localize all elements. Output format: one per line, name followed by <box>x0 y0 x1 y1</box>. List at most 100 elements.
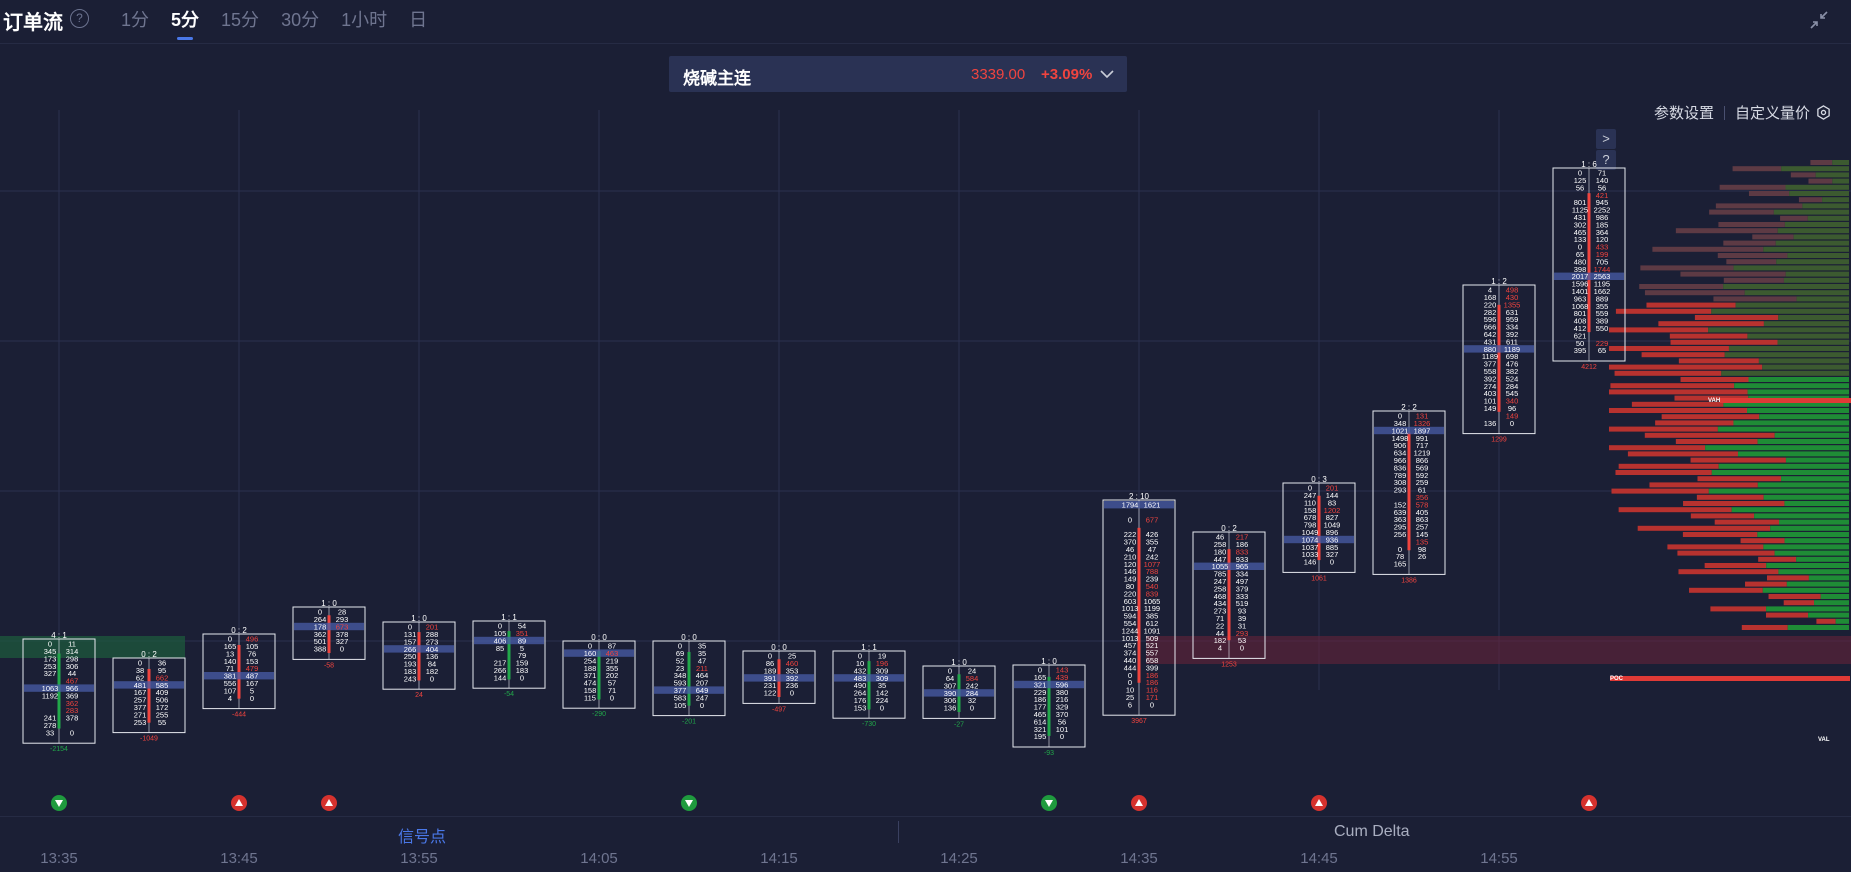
bid-volume: 217 <box>494 659 507 668</box>
tab-30min[interactable]: 30分 <box>281 10 320 30</box>
candle-delta: 24 <box>415 692 423 699</box>
profile-bar-sell <box>1741 625 1788 630</box>
ask-volume: 167 <box>246 679 259 688</box>
bid-volume: 0 <box>1578 169 1582 178</box>
candle-delta: -290 <box>592 711 606 718</box>
arrow-up-icon <box>1315 799 1323 806</box>
profile-bar-sell <box>1704 563 1767 568</box>
bid-volume: 157 <box>404 637 417 646</box>
bid-volume: 963 <box>1574 294 1587 303</box>
ask-volume: 839 <box>1146 589 1159 598</box>
tab-1hour[interactable]: 1小时 <box>341 10 388 30</box>
tab-day[interactable]: 日 <box>409 10 428 30</box>
tab-5min[interactable]: 5分 <box>171 6 199 40</box>
bid-volume: 0 <box>1308 484 1312 493</box>
next-button[interactable]: > <box>1596 129 1616 149</box>
profile-bar-sell <box>1667 544 1764 550</box>
ask-volume: 355 <box>1596 302 1609 311</box>
profile-bar-sell <box>1646 302 1736 308</box>
ask-volume: 364 <box>1596 228 1609 237</box>
bid-volume: 167 <box>134 688 147 697</box>
bid-volume: 0 <box>858 652 862 661</box>
poc-row <box>204 672 274 680</box>
bid-volume: 880 <box>1484 345 1497 354</box>
profile-bar-buy <box>1832 178 1849 184</box>
bid-volume: 258 <box>1214 540 1227 549</box>
ask-volume: 866 <box>1416 456 1429 465</box>
poc-row <box>654 686 724 694</box>
profile-bar-buy <box>1723 284 1849 289</box>
cum-delta-label[interactable]: Cum Delta <box>1334 823 1410 840</box>
ask-volume: 0 <box>1150 700 1154 709</box>
instrument-selector[interactable]: 烧碱主连 3339.00 +3.09% <box>669 56 1127 92</box>
bid-volume: 614 <box>1034 717 1047 726</box>
profile-bar-sell <box>1655 420 1734 426</box>
bid-volume: 398 <box>1574 265 1587 274</box>
bid-volume: 0 <box>1398 412 1402 421</box>
bid-volume: 176 <box>854 696 867 705</box>
ask-volume: 36 <box>158 659 166 668</box>
custom-volume-price-link[interactable]: 自定义量价 <box>1734 105 1810 122</box>
bid-volume: 264 <box>854 689 867 698</box>
ask-volume: 433 <box>1596 243 1609 252</box>
footprint-candle: 0 : 20 36 38 95 62 662 481 585 167 409 257 506 377 17… <box>112 650 186 743</box>
bid-volume: 188 <box>584 664 597 673</box>
ask-volume: 0 <box>1240 644 1244 653</box>
candle-body <box>1587 193 1591 333</box>
profile-bar-buy <box>1777 228 1849 234</box>
profile-bar-buy <box>1711 308 1849 314</box>
tab-1min[interactable]: 1分 <box>121 10 150 30</box>
help-button[interactable]: ? <box>1596 150 1616 170</box>
question-circle-icon[interactable]: ? <box>70 9 89 28</box>
profile-bar-sell <box>1614 370 1722 376</box>
signal-points-label[interactable]: 信号点 <box>398 829 447 846</box>
ask-volume: 497 <box>1236 577 1249 586</box>
ask-volume: 506 <box>156 696 169 705</box>
profile-bar-sell <box>1609 327 1709 333</box>
profile-bar-buy <box>1766 606 1849 612</box>
bid-volume: 186 <box>1034 695 1047 704</box>
ask-volume: 283 <box>66 706 79 715</box>
profile-bar-buy <box>1785 184 1849 190</box>
x-tick-label: 13:55 <box>400 850 438 867</box>
ask-volume: 216 <box>1056 695 1069 704</box>
profile-bar-buy <box>1778 569 1849 575</box>
arrow-down-icon <box>1045 800 1053 807</box>
ask-volume: 382 <box>1506 367 1519 376</box>
profile-bar-sell <box>1697 476 1782 482</box>
ask-volume: 87 <box>608 642 616 651</box>
bid-volume: 836 <box>1394 463 1407 472</box>
profile-bar-sell <box>1808 178 1833 184</box>
ask-volume: 202 <box>606 671 619 680</box>
profile-bar-sell <box>1609 408 1748 413</box>
shrink-arrows-icon[interactable] <box>1809 10 1829 30</box>
tab-15min[interactable]: 15分 <box>221 10 260 30</box>
gear-icon[interactable] <box>1816 105 1831 120</box>
profile-bar-buy <box>1774 550 1849 556</box>
bid-volume: 388 <box>314 645 327 654</box>
bid-volume: 370 <box>1124 538 1137 547</box>
bid-volume: 107 <box>224 686 237 695</box>
profile-label: POC <box>1610 676 1624 682</box>
bid-volume: 115 <box>584 693 596 702</box>
profile-bar-sell <box>1717 253 1788 258</box>
ask-volume: 378 <box>66 714 79 723</box>
candle-ratio: 0 : 2 <box>1221 524 1237 533</box>
value-area-band <box>0 636 185 658</box>
ask-volume: 385 <box>1146 612 1159 621</box>
poc-row <box>924 689 994 697</box>
bid-volume: 474 <box>584 679 597 688</box>
ask-volume: 185 <box>1596 220 1609 229</box>
ask-volume: 334 <box>1236 570 1249 579</box>
bid-volume: 133 <box>1574 235 1587 244</box>
ask-volume: 61 <box>1418 486 1426 495</box>
params-settings-link[interactable]: 参数设置 <box>1653 105 1714 122</box>
ask-volume: 329 <box>1056 703 1069 712</box>
poc-row <box>24 684 94 692</box>
profile-bar-buy <box>1758 358 1849 364</box>
bid-volume: 0 <box>678 642 682 651</box>
bid-volume: 1596 <box>1572 280 1589 289</box>
profile-bar-sell <box>1766 575 1809 581</box>
